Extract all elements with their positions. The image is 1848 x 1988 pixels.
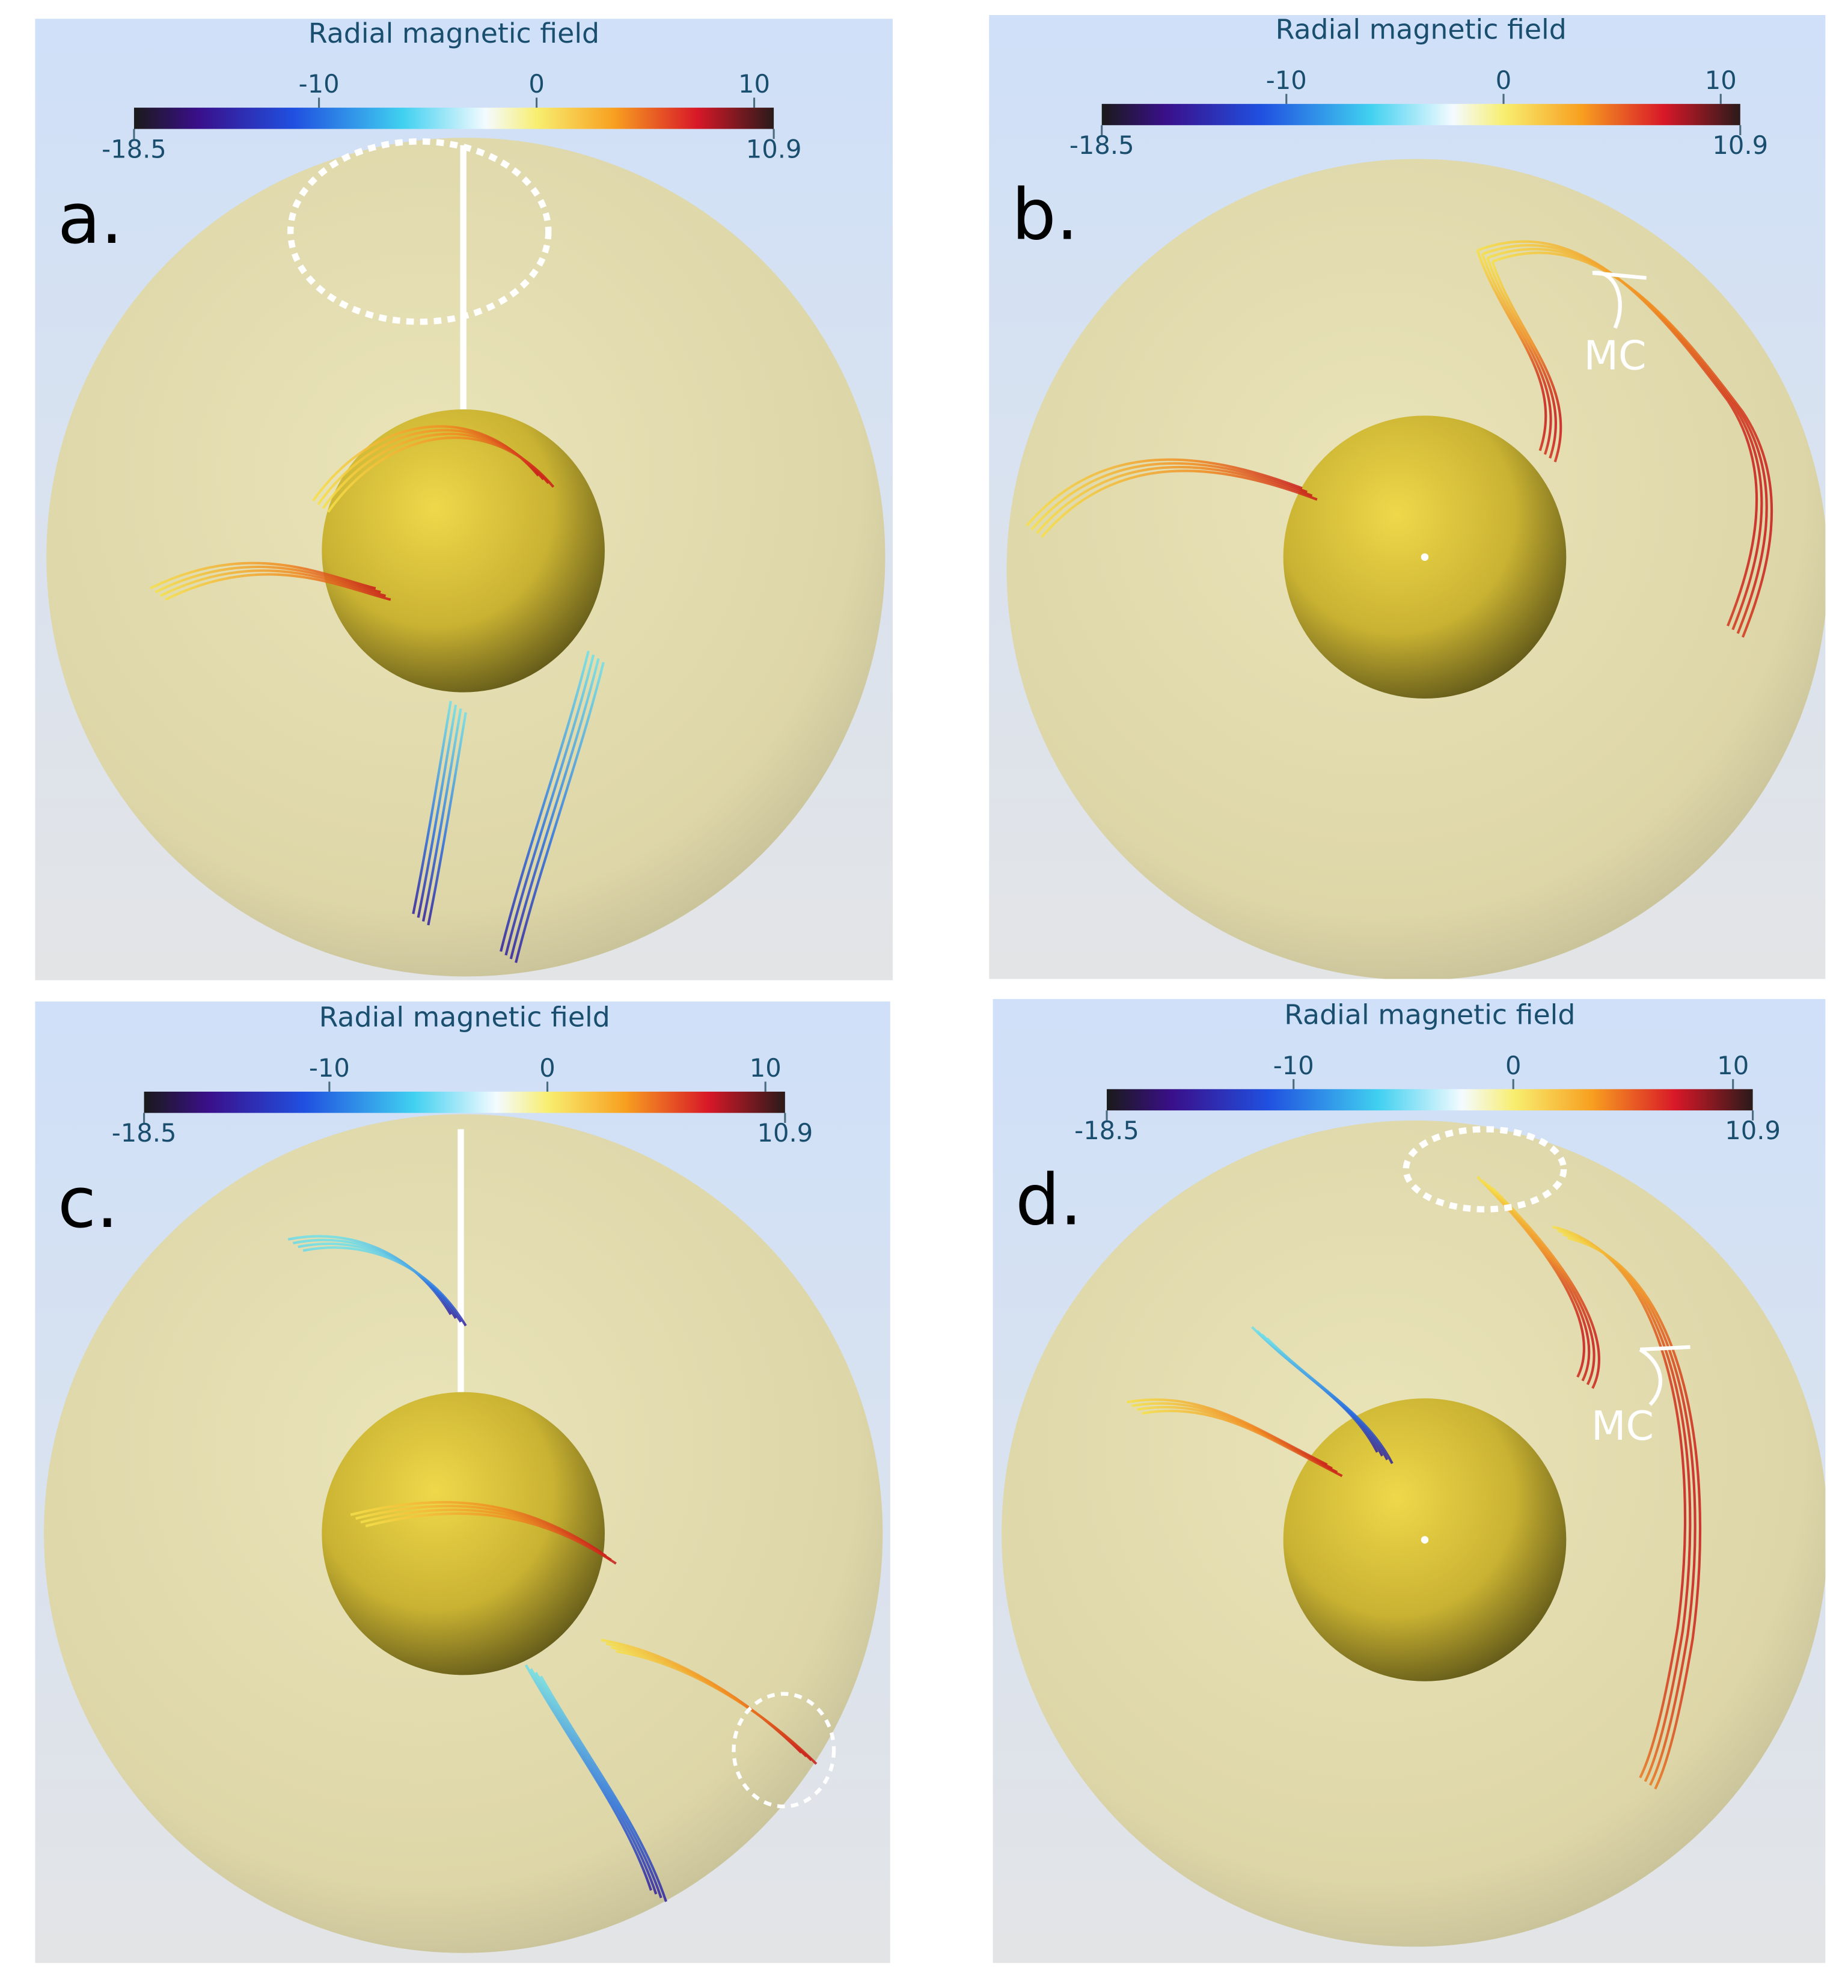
render: [44, 1114, 883, 1953]
colorbar-title: Radial magnetic field: [1276, 13, 1567, 46]
render: MC: [1006, 159, 1828, 980]
annotation: MC: [1584, 332, 1647, 379]
colorbar-end-label: 10.9: [757, 1118, 813, 1148]
render: MC: [1002, 1121, 1828, 1947]
colorbar-title: Radial magnetic field: [1284, 998, 1575, 1030]
colorbar-title: Radial magnetic field: [308, 17, 599, 49]
colorbar-tick-label: 10: [1717, 1051, 1749, 1080]
colorbar-end-label: -18.5: [1074, 1116, 1139, 1145]
panel-label: d.: [1015, 1160, 1082, 1241]
colorbar: [1102, 104, 1740, 125]
colorbar-title: Radial magnetic field: [319, 1001, 610, 1033]
colorbar: [134, 108, 774, 129]
center-dot: [1421, 553, 1428, 560]
panel-label: b.: [1012, 174, 1079, 256]
colorbar-tick-label: 0: [539, 1053, 555, 1083]
panel: a. Radial magnetic field -10 0 10 -18.5 10.9: [35, 17, 893, 980]
colorbar-tick-label: 0: [1505, 1051, 1521, 1080]
colorbar-end-label: -18.5: [112, 1118, 177, 1148]
render: [46, 138, 885, 976]
panel-label: a.: [58, 178, 123, 260]
mc-bracket: [1640, 1347, 1690, 1350]
colorbar-tick-label: -10: [309, 1053, 350, 1083]
annotation: MC: [1591, 1402, 1654, 1449]
colorbar-tick-label: -10: [1273, 1051, 1314, 1080]
colorbar-end-label: 10.9: [1725, 1116, 1781, 1145]
colorbar-tick-label: 0: [528, 69, 544, 99]
colorbar-tick-label: 0: [1496, 66, 1511, 95]
center-dot: [1421, 1536, 1428, 1543]
colorbar-tick-label: -10: [1266, 66, 1307, 95]
colorbar-end-label: 10.9: [746, 134, 802, 164]
colorbar: [144, 1092, 785, 1113]
colorbar-end-label: -18.5: [1069, 130, 1134, 160]
colorbar-tick-label: 10: [750, 1053, 782, 1083]
colorbar-tick-label: 10: [738, 69, 770, 99]
panel: MC d. Radial magnetic field -10 0 10 -18.5 10.9: [993, 998, 1828, 1963]
colorbar-end-label: 10.9: [1712, 130, 1768, 160]
figure: a.Radial magnetic field-10010-18.510.9MC…: [0, 0, 1848, 1988]
colorbar-tick-label: -10: [299, 69, 340, 99]
panel: c. Radial magnetic field -10 0 10 -18.5 10.9: [35, 1001, 890, 1963]
panel: MC b. Radial magnetic field -10 0 10 -18.5 10.9: [989, 13, 1828, 980]
colorbar-end-label: -18.5: [102, 134, 167, 164]
panel-label: c.: [58, 1162, 118, 1244]
colorbar-tick-label: 10: [1705, 66, 1737, 95]
colorbar: [1107, 1089, 1753, 1110]
